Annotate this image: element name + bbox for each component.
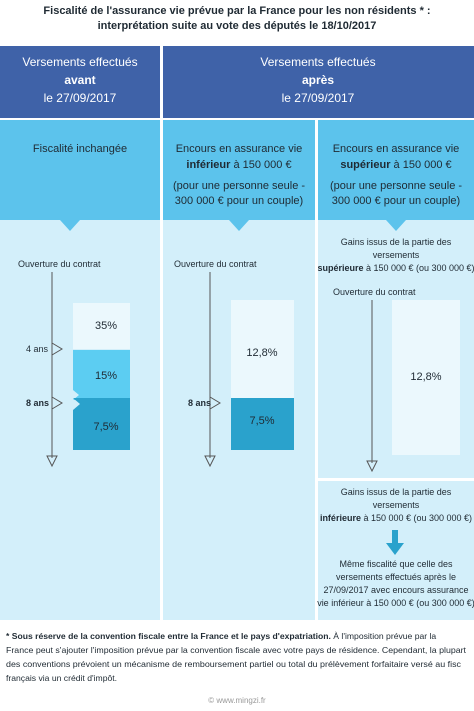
subheader-text: Encours en assurance vie (176, 143, 303, 155)
arrow (386, 543, 404, 555)
subheader-text: Fiscalité inchangée (33, 143, 127, 155)
rate-box (231, 398, 294, 450)
header-cell (0, 46, 160, 118)
header-text: le 27/09/2017 (44, 91, 117, 105)
subheader-text: (pour une personne seule - (173, 180, 305, 192)
label: supérieure à 150 000 € (ou 300 000 €) (317, 263, 474, 273)
rate: 7,5% (249, 415, 274, 427)
rate: 12,8% (246, 347, 277, 359)
arrowhead (46, 455, 58, 468)
bold-text: * Sous réserve de la convention fiscale … (6, 631, 331, 641)
header-text: avant (64, 73, 95, 87)
rate: 12,8% (410, 371, 441, 383)
notch (60, 220, 80, 231)
arrowhead (204, 455, 216, 468)
footnote-line: français via un crédit d'impôt. (6, 673, 117, 683)
text: à 150 000 € (230, 159, 291, 171)
rate-box (73, 303, 130, 352)
footer: © www.mingzi.fr (208, 696, 266, 705)
header-text: Versements effectués (22, 55, 137, 69)
label: versements (373, 250, 420, 260)
label: Ouverture du contrat (174, 259, 257, 269)
tick (51, 396, 63, 410)
tick (51, 342, 63, 356)
bold-text: supérieure (317, 263, 363, 273)
label: versements effectués après le (336, 572, 456, 582)
notch (229, 220, 249, 231)
title-line: interprétation suite au vote des députés… (98, 20, 377, 32)
subheader-cell (163, 120, 315, 220)
arrow (392, 530, 398, 544)
header-cell (163, 46, 474, 118)
bold-text: inférieur (186, 159, 231, 171)
subheader-text: supérieur à 150 000 € (340, 159, 451, 171)
header-text: après (302, 73, 334, 87)
subheader-cell (0, 120, 160, 220)
subheader-cell (318, 120, 474, 220)
label: Même fiscalité que celle des (339, 559, 453, 569)
label: 4 ans (26, 344, 49, 354)
header-text: Versements effectués (260, 55, 375, 69)
footnote-line: des conventions prévoient un mécanisme d… (6, 659, 462, 669)
notch (386, 220, 406, 231)
text: à 150 000 € (ou 300 000 €) (363, 263, 474, 273)
label: Gains issus de la partie des (341, 237, 452, 247)
rate: 7,5% (93, 421, 118, 433)
subheader-text: inférieur à 150 000 € (186, 159, 291, 171)
text: À l'imposition prévue par la (331, 631, 437, 641)
arrowhead (366, 460, 378, 473)
title: Fiscalité de l'assurance vie prévue par … (43, 5, 430, 32)
rate-box (73, 350, 130, 400)
label: versements (373, 500, 420, 510)
text: à 150 000 € (ou 300 000 €) (361, 513, 472, 523)
label: 8 ans (188, 398, 211, 408)
label: 27/09/2017 avec encours assurance (323, 585, 468, 595)
subheader-text: Encours en assurance vie (333, 143, 460, 155)
text: à 150 000 € (390, 159, 451, 171)
rate: 15% (95, 370, 117, 382)
rate-box (73, 398, 130, 450)
label: vie inférieur à 150 000 € (ou 300 000 €) (317, 598, 474, 608)
header-text: le 27/09/2017 (282, 91, 355, 105)
footnote-line: * Sous réserve de la convention fiscale … (6, 631, 436, 641)
subheader-text: 300 000 € pour un couple) (332, 195, 460, 207)
title-line: Fiscalité de l'assurance vie prévue par … (43, 5, 430, 17)
rate: 35% (95, 320, 117, 332)
label: 8 ans (26, 398, 49, 408)
label: Gains issus de la partie des (341, 487, 452, 497)
footnote-line: France peut s'ajouter l'imposition prévu… (6, 645, 467, 655)
rate-box (231, 300, 294, 398)
label: Ouverture du contrat (18, 259, 101, 269)
tick (209, 396, 221, 410)
label: Ouverture du contrat (333, 287, 416, 297)
bold-text: supérieur (340, 159, 391, 171)
label: inférieure à 150 000 € (ou 300 000 €) (320, 513, 472, 523)
rate-box (392, 300, 460, 455)
bold-text: inférieure (320, 513, 361, 523)
subheader-text: (pour une personne seule - (330, 180, 462, 192)
subheader-text: 300 000 € pour un couple) (175, 195, 303, 207)
